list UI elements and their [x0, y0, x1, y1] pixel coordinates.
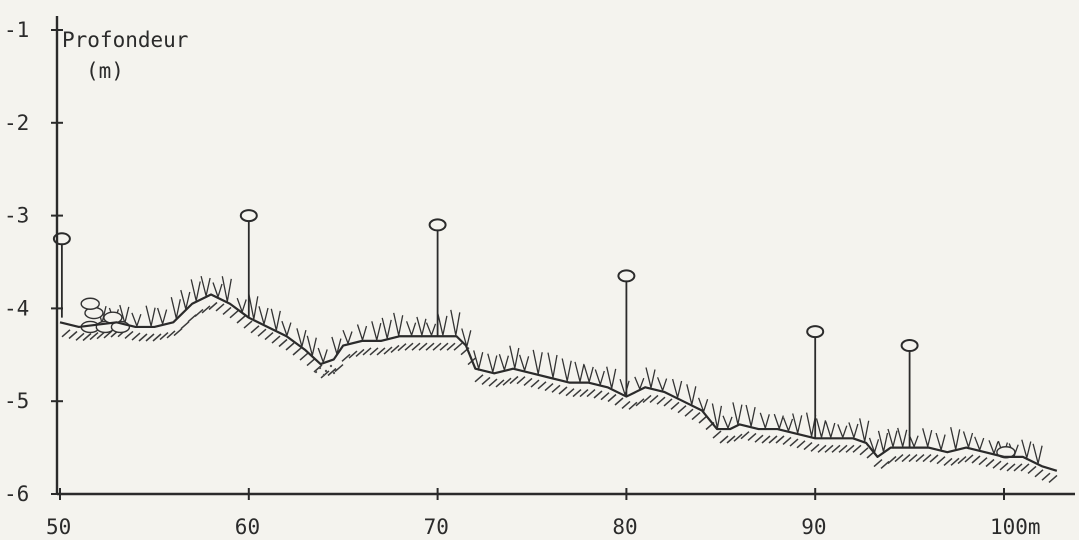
sediment-dot [332, 371, 336, 375]
sediment-dot [324, 369, 328, 373]
y-tick-label: -5 [4, 389, 29, 413]
stone [103, 311, 123, 324]
sediment-dot [329, 364, 333, 368]
marker-buoy [900, 339, 919, 353]
seabed-profile-line [59, 293, 1058, 472]
x-tick-label: 80 [612, 515, 637, 539]
seagrass-tufts [96, 275, 1043, 464]
marker-buoy [239, 209, 258, 223]
stone [80, 297, 100, 310]
marker-buoy [806, 325, 825, 339]
sediment-dot [322, 373, 326, 377]
x-tick-label: 70 [424, 515, 449, 539]
y-axis-title-line2: (m) [86, 59, 124, 83]
y-tick-label: -2 [4, 111, 29, 135]
x-tick-label: 90 [801, 515, 826, 539]
y-tick-label: -4 [4, 296, 29, 320]
y-axis-title-line1: Profondeur [62, 28, 188, 52]
marker-buoy [428, 218, 447, 232]
x-tick-label: 50 [46, 515, 71, 539]
marker-buoy [617, 269, 636, 283]
y-tick-label: -1 [4, 18, 29, 42]
sediment-dot [318, 366, 322, 370]
x-tick-label: 100m [990, 515, 1041, 539]
sediment-hatching [61, 301, 1058, 483]
y-tick-label: -3 [4, 204, 29, 228]
x-tick-label: 60 [235, 515, 260, 539]
sediment-dot [314, 370, 318, 374]
y-tick-label: -6 [4, 482, 29, 506]
